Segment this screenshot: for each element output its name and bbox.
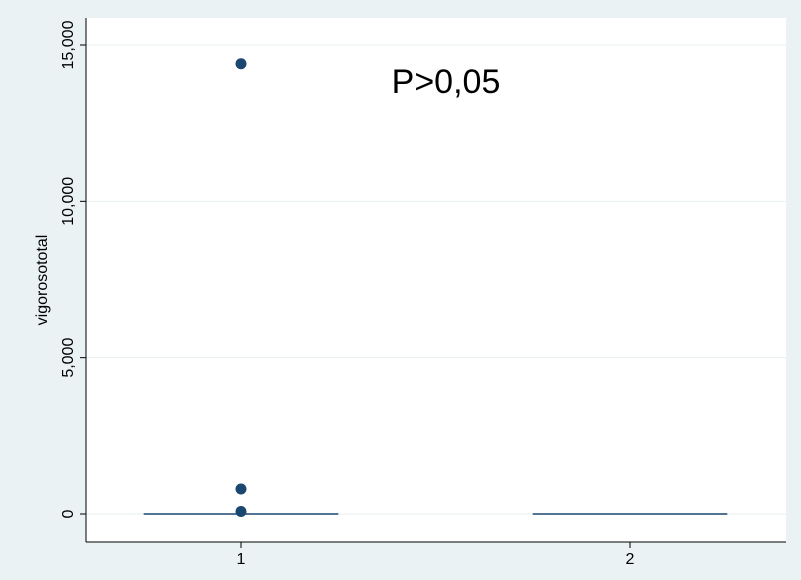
outlier-point bbox=[236, 483, 247, 494]
y-tick-label: 15,000 bbox=[60, 20, 77, 69]
y-ticks: 0 5,000 10,000 15,000 bbox=[60, 20, 86, 518]
p-value-annotation: P>0,05 bbox=[392, 63, 501, 101]
x-tick-label: 2 bbox=[626, 551, 635, 568]
x-tick-label: 1 bbox=[237, 551, 246, 568]
y-axis-label: vigorosototal bbox=[34, 235, 51, 326]
outlier-point bbox=[236, 58, 247, 69]
y-tick-label: 5,000 bbox=[60, 338, 77, 378]
y-tick-label: 10,000 bbox=[60, 177, 77, 226]
outlier-point bbox=[236, 506, 247, 517]
y-tick-label: 0 bbox=[60, 509, 77, 518]
